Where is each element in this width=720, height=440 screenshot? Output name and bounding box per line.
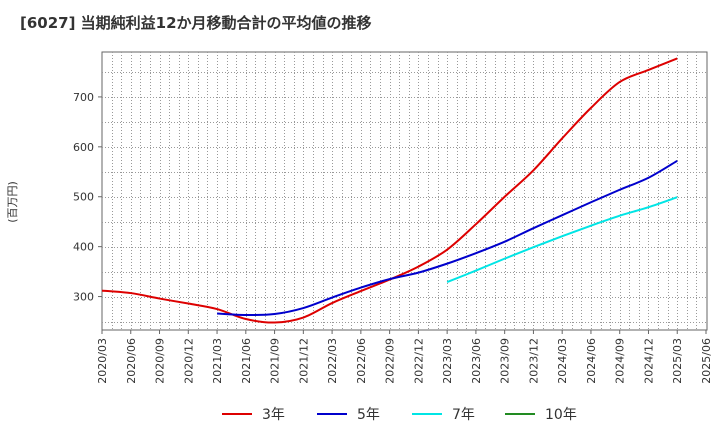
x-tick-label: 2021/06 (240, 338, 253, 384)
x-tick-label: 2022/09 (384, 338, 397, 384)
x-tick-label: 2021/12 (297, 338, 310, 384)
x-tick-label: 2020/09 (154, 338, 167, 384)
y-tick-label: 500 (73, 191, 94, 204)
x-tick-label: 2020/06 (125, 338, 138, 384)
legend-label: 5年 (357, 407, 380, 423)
series-lines (101, 57, 678, 324)
x-tick-label: 2023/03 (441, 338, 454, 384)
x-tick-label: 2021/03 (211, 338, 224, 384)
legend-label: 10年 (545, 407, 577, 423)
x-tick-label: 2024/09 (614, 338, 627, 384)
series-line-5年 (216, 159, 678, 317)
legend-label: 3年 (262, 407, 285, 423)
y-tick-label: 300 (73, 291, 94, 304)
y-tick-label: 400 (73, 241, 94, 254)
legend: 3年 5年 7年 10年 (222, 407, 577, 423)
x-tick-label: 2025/06 (700, 338, 713, 384)
chart-title: [6027] 当期純利益12か月移動合計の平均値の推移 (20, 14, 372, 32)
x-tick-label: 2021/09 (269, 338, 282, 384)
x-tick-label: 2024/06 (585, 338, 598, 384)
x-tick-label: 2022/06 (355, 338, 368, 384)
series-line-7年 (446, 196, 678, 284)
x-tick-label: 2020/03 (96, 338, 109, 384)
x-tick-label: 2024/12 (642, 338, 655, 384)
y-tick-label: 600 (73, 141, 94, 154)
y-axis-label: (百万円) (6, 181, 19, 223)
legend-label: 7年 (452, 407, 475, 423)
x-tick-label: 2023/06 (470, 338, 483, 384)
x-tick-label: 2022/12 (412, 338, 425, 384)
x-tick-label: 2022/03 (326, 338, 339, 384)
x-axis-ticks: 2020/03 2020/06 2020/09 2020/12 2021/03 2021/… (96, 330, 713, 384)
plot-area (101, 51, 708, 331)
x-tick-label: 2023/12 (527, 338, 540, 384)
x-tick-label: 2020/12 (182, 338, 195, 384)
x-tick-label: 2024/03 (556, 338, 569, 384)
y-axis-ticks: 300 400 500 600 700 (73, 91, 102, 304)
y-tick-label: 700 (73, 91, 94, 104)
x-tick-label: 2023/09 (499, 338, 512, 384)
x-tick-label: 2025/03 (671, 338, 684, 384)
